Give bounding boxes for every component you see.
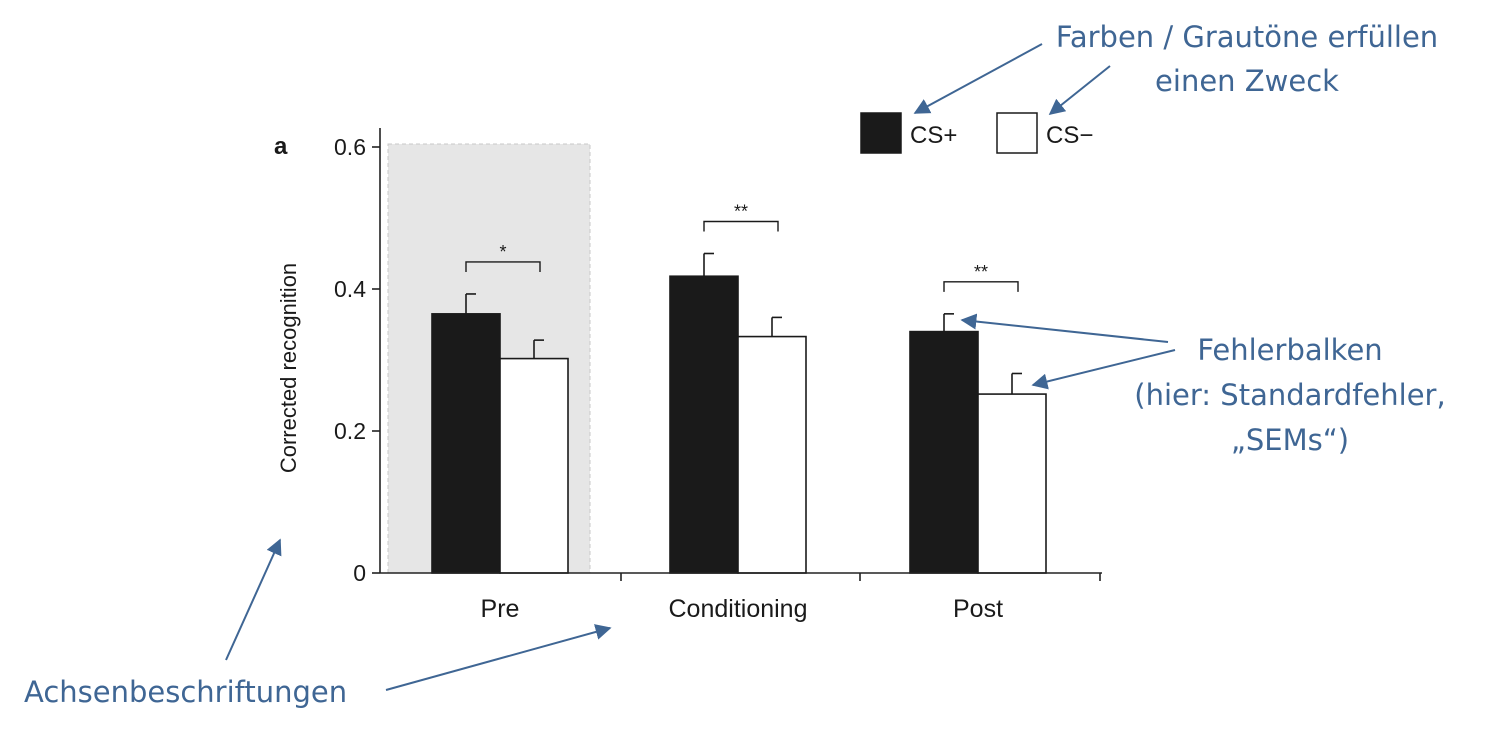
annotation-axis-labels: Achsenbeschriftungen	[24, 675, 347, 709]
bar-conditioning-cs-minus	[737, 335, 807, 574]
panel-label: a	[274, 133, 288, 160]
bar-pre-cs-plus	[431, 313, 501, 574]
arrow-to-y-axis-label	[225, 538, 282, 661]
significance-label: *	[499, 242, 506, 262]
legend: CS+ CS−	[860, 112, 1093, 154]
arrow-to-cs-minus	[1048, 65, 1111, 115]
annotation-colors-line2: einen Zweck	[1155, 64, 1339, 98]
y-axis-label: Corrected recognition	[276, 263, 301, 473]
arrow-to-errorbar-post-cs-minus	[1031, 349, 1176, 390]
bar-post-cs-minus	[977, 393, 1047, 574]
annotation-errorbars-line3: „SEMs“)	[1231, 423, 1349, 457]
legend-label-cs-plus: CS+	[910, 122, 957, 149]
annotation-errorbars-line2: (hier: Standardfehler,	[1134, 378, 1445, 412]
annotation-errorbars-line1: Fehlerbalken	[1197, 333, 1382, 367]
bar-pre-cs-minus	[499, 357, 569, 574]
arrow-to-cs-plus	[913, 43, 1043, 114]
significance-label: **	[974, 262, 988, 282]
y-tick-label: 0.6	[334, 134, 366, 160]
arrow-to-x-axis-labels	[385, 624, 612, 691]
significance-bracket	[703, 220, 779, 232]
x-tick-label: Post	[953, 595, 1003, 623]
y-tick-label: 0.2	[334, 418, 366, 444]
significance-label: **	[734, 202, 748, 222]
annotation-colors-line1: Farben / Grautöne erfüllen	[1056, 20, 1438, 54]
bar-conditioning-cs-plus	[669, 275, 739, 574]
legend-swatch-cs-plus	[860, 112, 902, 154]
legend-swatch-cs-minus	[996, 112, 1038, 154]
legend-label-cs-minus: CS−	[1046, 122, 1093, 149]
y-tick-label: 0	[353, 560, 366, 586]
significance-bracket	[465, 261, 541, 272]
arrow-to-errorbar-post-cs-plus	[960, 313, 1169, 343]
y-tick-label: 0.4	[334, 276, 366, 302]
significance-bracket	[943, 281, 1019, 292]
x-tick-label: Pre	[481, 595, 520, 623]
bar-post-cs-plus	[909, 330, 979, 574]
x-tick-label: Conditioning	[669, 595, 808, 623]
